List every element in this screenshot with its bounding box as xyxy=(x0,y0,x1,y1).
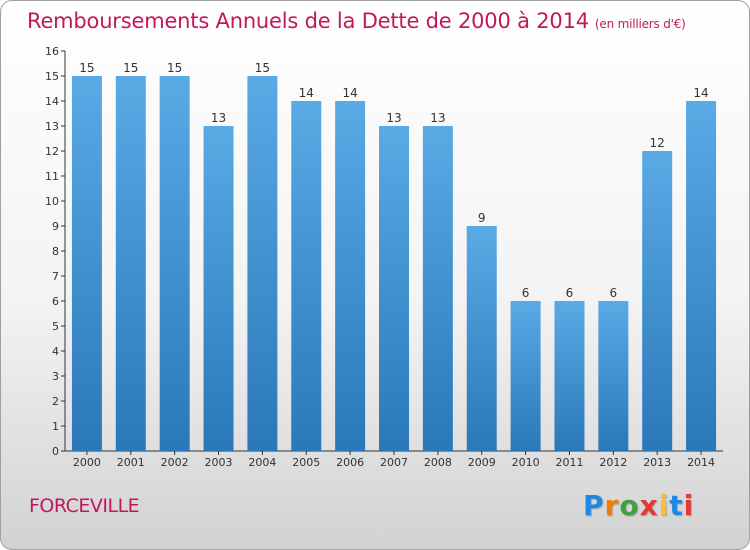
bar-2001 xyxy=(115,76,146,451)
x-tick-label-2005: 2005 xyxy=(292,456,320,469)
x-axis: 2000 2001 2002 2003 2004 2005 2006 2007 2008 2009… xyxy=(65,450,723,469)
chart-title-unit: (en milliers d'€) xyxy=(594,17,686,31)
logo-letter: i xyxy=(683,489,695,522)
x-tick-label-2010: 2010 xyxy=(512,456,540,469)
x-tick-label-2001: 2001 xyxy=(117,456,145,469)
data-label-2014: 14 xyxy=(693,86,708,100)
y-tick-label: 3 xyxy=(52,370,59,383)
logo-letter: P xyxy=(583,489,605,522)
bar-2005 xyxy=(291,101,322,451)
y-tick-label: 7 xyxy=(52,270,59,283)
x-tick-label-2008: 2008 xyxy=(424,456,452,469)
data-labels: 15 15 15 13 15 14 14 13 13 9 6 6 6 12 14 xyxy=(79,61,708,300)
x-tick-label-2006: 2006 xyxy=(336,456,364,469)
data-label-2005: 14 xyxy=(299,86,314,100)
data-label-2011: 6 xyxy=(566,286,574,300)
y-tick-label: 4 xyxy=(52,345,59,358)
bars xyxy=(71,76,717,451)
y-tick-label: 2 xyxy=(52,395,59,408)
logo-letter: x xyxy=(639,489,659,522)
y-tick-label: 0 xyxy=(52,445,59,458)
y-tick-label: 11 xyxy=(45,170,59,183)
bar-2006 xyxy=(335,101,366,451)
y-tick-label: 13 xyxy=(45,120,59,133)
bar-2000 xyxy=(71,76,102,451)
data-label-2000: 15 xyxy=(79,61,94,75)
y-tick-label: 14 xyxy=(45,95,59,108)
chart-title: Remboursements Annuels de la Dette de 20… xyxy=(27,9,686,33)
data-label-2007: 13 xyxy=(386,111,401,125)
x-tick-label-2013: 2013 xyxy=(643,456,671,469)
x-tick-label-2011: 2011 xyxy=(555,456,583,469)
data-label-2008: 13 xyxy=(430,111,445,125)
x-tick-label-2014: 2014 xyxy=(687,456,715,469)
y-tick-label: 10 xyxy=(45,195,59,208)
bar-2013 xyxy=(642,151,673,451)
y-tick-label: 8 xyxy=(52,245,59,258)
logo-letter: t xyxy=(669,489,684,522)
bar-2009 xyxy=(466,226,497,451)
y-tick-label: 6 xyxy=(52,295,59,308)
data-label-2010: 6 xyxy=(522,286,530,300)
commune-name: FORCEVILLE xyxy=(29,495,140,517)
y-tick-label: 16 xyxy=(45,45,59,58)
proxiti-logo[interactable]: Proxiti xyxy=(583,489,694,522)
bar-2004 xyxy=(247,76,278,451)
data-label-2006: 14 xyxy=(342,86,357,100)
x-tick-label-2007: 2007 xyxy=(380,456,408,469)
x-tick-label-2004: 2004 xyxy=(248,456,276,469)
bar-2007 xyxy=(379,126,409,451)
logo-letter: r xyxy=(604,489,620,522)
data-label-2004: 15 xyxy=(255,61,270,75)
bar-2012 xyxy=(598,301,629,451)
logo-letter: o xyxy=(619,489,640,522)
logo-letter: i xyxy=(658,489,670,522)
x-tick-label-2002: 2002 xyxy=(161,456,189,469)
data-label-2001: 15 xyxy=(123,61,138,75)
x-tick-label-2012: 2012 xyxy=(599,456,627,469)
data-label-2002: 15 xyxy=(167,61,182,75)
data-label-2003: 13 xyxy=(211,111,226,125)
bar-2003 xyxy=(203,126,234,451)
bar-2011 xyxy=(554,301,585,451)
bar-2002 xyxy=(159,76,190,451)
data-label-2013: 12 xyxy=(650,136,665,150)
data-label-2012: 6 xyxy=(610,286,618,300)
data-label-2009: 9 xyxy=(478,211,486,225)
bar-2014 xyxy=(686,101,717,451)
y-tick-label: 15 xyxy=(45,70,59,83)
x-tick-label-2009: 2009 xyxy=(468,456,496,469)
chart-title-text: Remboursements Annuels de la Dette de 20… xyxy=(27,9,589,33)
bar-2010 xyxy=(510,301,541,451)
bar-2008 xyxy=(422,126,453,451)
x-tick-label-2003: 2003 xyxy=(205,456,233,469)
y-tick-label: 12 xyxy=(45,145,59,158)
y-tick-label: 9 xyxy=(52,220,59,233)
x-tick-label-2000: 2000 xyxy=(73,456,101,469)
y-tick-label: 5 xyxy=(52,320,59,333)
y-tick-label: 1 xyxy=(52,420,59,433)
